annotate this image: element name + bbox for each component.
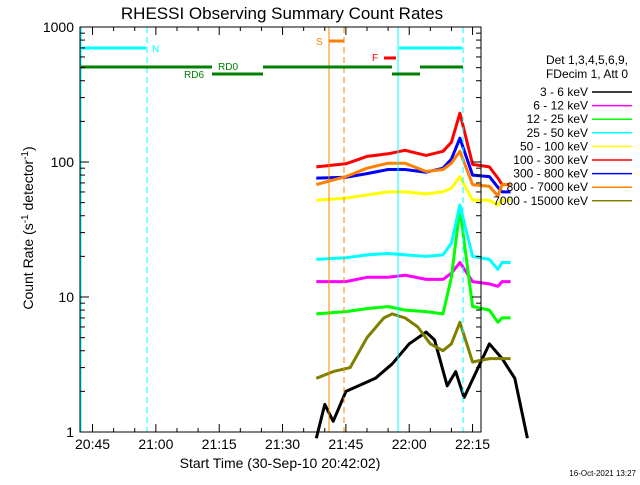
- y-axis-label-sup-2: -1: [20, 151, 31, 160]
- series-line-7: [316, 136, 511, 194]
- flag-label-n: N: [152, 44, 159, 55]
- legend-label-9: 7000 - 15000 keV: [493, 194, 588, 208]
- y-tick-label: 10: [58, 289, 74, 305]
- series-line-4: [316, 203, 511, 271]
- y-axis-label: Count Rate (s-1 detector-1): [20, 146, 36, 309]
- legend-label-6: 100 - 300 keV: [513, 153, 588, 167]
- footer-date: 16-Oct-2021 13:27: [569, 469, 636, 478]
- series-line-1: [314, 330, 529, 439]
- legend-label-5: 50 - 100 keV: [520, 139, 588, 153]
- x-tick-label: 22:15: [455, 436, 490, 452]
- legend-header-2: FDecim 1, Att 0: [546, 67, 628, 81]
- series-line-8: [315, 149, 511, 198]
- legend-label-4: 25 - 50 keV: [527, 126, 588, 140]
- series-line-5: [316, 175, 511, 207]
- x-tick-label: 20:45: [75, 436, 110, 452]
- chart-title: RHESSI Observing Summary Count Rates: [121, 4, 443, 23]
- plot-frame: [79, 26, 482, 433]
- x-tick-label: 22:00: [392, 436, 427, 452]
- flag-label-rd6: RD6: [184, 70, 204, 81]
- x-tick-label: 21:00: [138, 436, 173, 452]
- series-layer: [314, 111, 529, 439]
- x-axis-label: Start Time (30-Sep-10 20:42:02): [180, 455, 381, 471]
- y-axis-label-end: ): [20, 146, 36, 151]
- legend-label-1: 3 - 6 keV: [540, 85, 588, 99]
- y-ticks: 1 10 100 1000: [43, 19, 481, 440]
- legend-label-2: 6 - 12 keV: [533, 99, 588, 113]
- x-tick-label: 21:45: [328, 436, 363, 452]
- x-tick-label: 21:15: [202, 436, 237, 452]
- y-tick-label: 1000: [43, 19, 74, 35]
- flag-label-s: S: [316, 37, 323, 48]
- series-line-6: [316, 111, 511, 187]
- flag-label-f: F: [372, 53, 378, 64]
- y-axis-label-sup: -1: [20, 214, 31, 223]
- series-line-2: [316, 261, 511, 288]
- y-axis-label-mid: detector: [20, 160, 36, 215]
- series-line-9: [315, 312, 511, 380]
- y-tick-label: 1: [66, 424, 74, 440]
- x-tick-label: 21:30: [265, 436, 300, 452]
- overlay-layer: N RD0 RD6 S F: [80, 27, 464, 432]
- y-axis-label-main: Count Rate (s: [20, 223, 36, 309]
- legend-label-8: 800 - 7000 keV: [507, 180, 588, 194]
- y-tick-label: 100: [51, 154, 75, 170]
- legend-label-3: 12 - 25 keV: [527, 112, 588, 126]
- flag-label-rd0: RD0: [218, 62, 238, 73]
- legend-label-7: 300 - 800 keV: [513, 167, 588, 181]
- series-line-3: [316, 207, 511, 324]
- x-ticks: 20:45 21:00 21:15 21:30 21:45 22:00 22:15: [75, 27, 490, 452]
- legend-header-1: Det 1,3,4,5,6,9,: [546, 53, 628, 67]
